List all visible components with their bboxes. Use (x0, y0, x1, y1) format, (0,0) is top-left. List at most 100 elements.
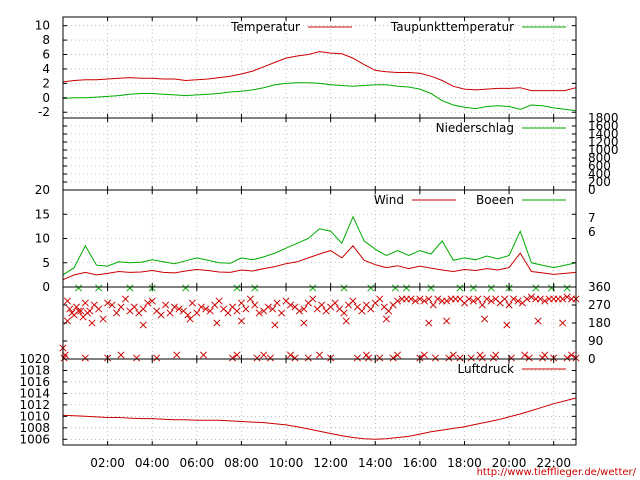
data-point (260, 351, 268, 359)
data-point (95, 305, 103, 313)
data-point (269, 305, 277, 313)
data-point (509, 295, 518, 303)
data-point (474, 295, 482, 303)
panel-frame-4 (62, 358, 577, 446)
data-point (182, 284, 190, 292)
data-point (186, 315, 194, 323)
data-point (233, 307, 241, 315)
data-point (469, 297, 477, 305)
data-point (456, 354, 464, 362)
data-point (538, 354, 547, 362)
x-tick-label: 20:00 (492, 456, 527, 470)
x-tick-label: 06:00 (180, 456, 215, 470)
data-point (478, 301, 486, 309)
data-point (213, 319, 221, 327)
data-point (175, 305, 183, 313)
y2-tick-label: 0 (588, 183, 596, 197)
data-point (465, 295, 473, 303)
data-point (367, 305, 375, 313)
data-point (133, 354, 141, 362)
x-tick-label: 08:00 (224, 456, 259, 470)
data-point (237, 299, 245, 307)
data-point (483, 295, 491, 303)
series-line-Boeen (62, 215, 577, 276)
y-tick-label: 1014 (19, 386, 50, 400)
data-point (304, 354, 312, 362)
data-point (224, 309, 232, 317)
y2-tick-label: 6 (588, 225, 596, 239)
data-point (86, 307, 94, 315)
y2-tick-label: 180 (588, 316, 611, 330)
data-point (188, 299, 196, 307)
x-tick-label: 14:00 (358, 456, 393, 470)
y2-tick-label: 1000 (588, 143, 619, 157)
legend-label: Taupunkttemperatur (390, 20, 514, 34)
data-point (445, 354, 453, 362)
data-point (563, 284, 571, 292)
data-point (228, 354, 237, 362)
data-point (170, 303, 179, 311)
y-tick-label: 20 (35, 183, 50, 197)
data-point (266, 354, 274, 362)
data-point (251, 301, 259, 309)
data-point (273, 299, 281, 307)
tick-layer: -202468100200400600800100012001400160018… (19, 17, 619, 470)
y2-tick-label: 400 (588, 167, 611, 181)
series-layer (59, 51, 580, 440)
y-tick-label: 0 (42, 280, 50, 294)
y2-tick-label: 0 (588, 352, 596, 366)
data-point (394, 297, 402, 305)
legend-label: Boeen (476, 193, 514, 207)
data-point (286, 351, 295, 359)
data-point (541, 297, 549, 305)
y-tick-label: 0 (42, 91, 50, 105)
data-point (427, 284, 435, 292)
y-tick-label: 1020 (19, 352, 50, 366)
data-point (389, 354, 397, 362)
data-point (139, 321, 147, 329)
data-point (104, 299, 112, 307)
credit-link[interactable]: http://www.tiefflieger.de/wetter/ (477, 467, 637, 478)
data-point (300, 305, 308, 313)
data-point (237, 317, 245, 325)
data-point (349, 297, 357, 305)
data-point (478, 354, 486, 362)
data-point (75, 284, 83, 292)
data-point (425, 319, 433, 327)
data-point (75, 307, 83, 315)
data-point (77, 307, 85, 315)
data-point (407, 295, 415, 303)
data-point (295, 307, 303, 315)
y-tick-label: -2 (38, 105, 50, 119)
data-point (340, 284, 348, 292)
series-line-Temperatur (62, 51, 577, 92)
data-point (402, 284, 411, 292)
data-point (81, 354, 89, 362)
data-point (391, 284, 399, 292)
data-point (66, 305, 74, 313)
y-tick-label: 1008 (19, 421, 50, 435)
data-point (521, 351, 529, 359)
data-point (126, 284, 134, 292)
data-point (246, 295, 254, 303)
data-point (443, 317, 451, 325)
x-tick-label: 04:00 (135, 456, 170, 470)
data-point (202, 305, 210, 313)
data-point (425, 295, 433, 303)
data-point (420, 297, 428, 305)
data-point (429, 301, 437, 309)
data-point (532, 284, 540, 292)
data-point (253, 354, 261, 362)
data-point (567, 351, 576, 359)
y-tick-label: 6 (42, 48, 50, 62)
legend-label: Wind (374, 193, 404, 207)
data-point (264, 303, 272, 311)
data-point (162, 301, 170, 309)
data-point (385, 307, 393, 315)
y2-tick-label: 360 (588, 280, 611, 294)
data-point (81, 299, 89, 307)
data-point (153, 354, 161, 362)
data-point (318, 301, 326, 309)
y-tick-label: 2 (42, 76, 50, 90)
